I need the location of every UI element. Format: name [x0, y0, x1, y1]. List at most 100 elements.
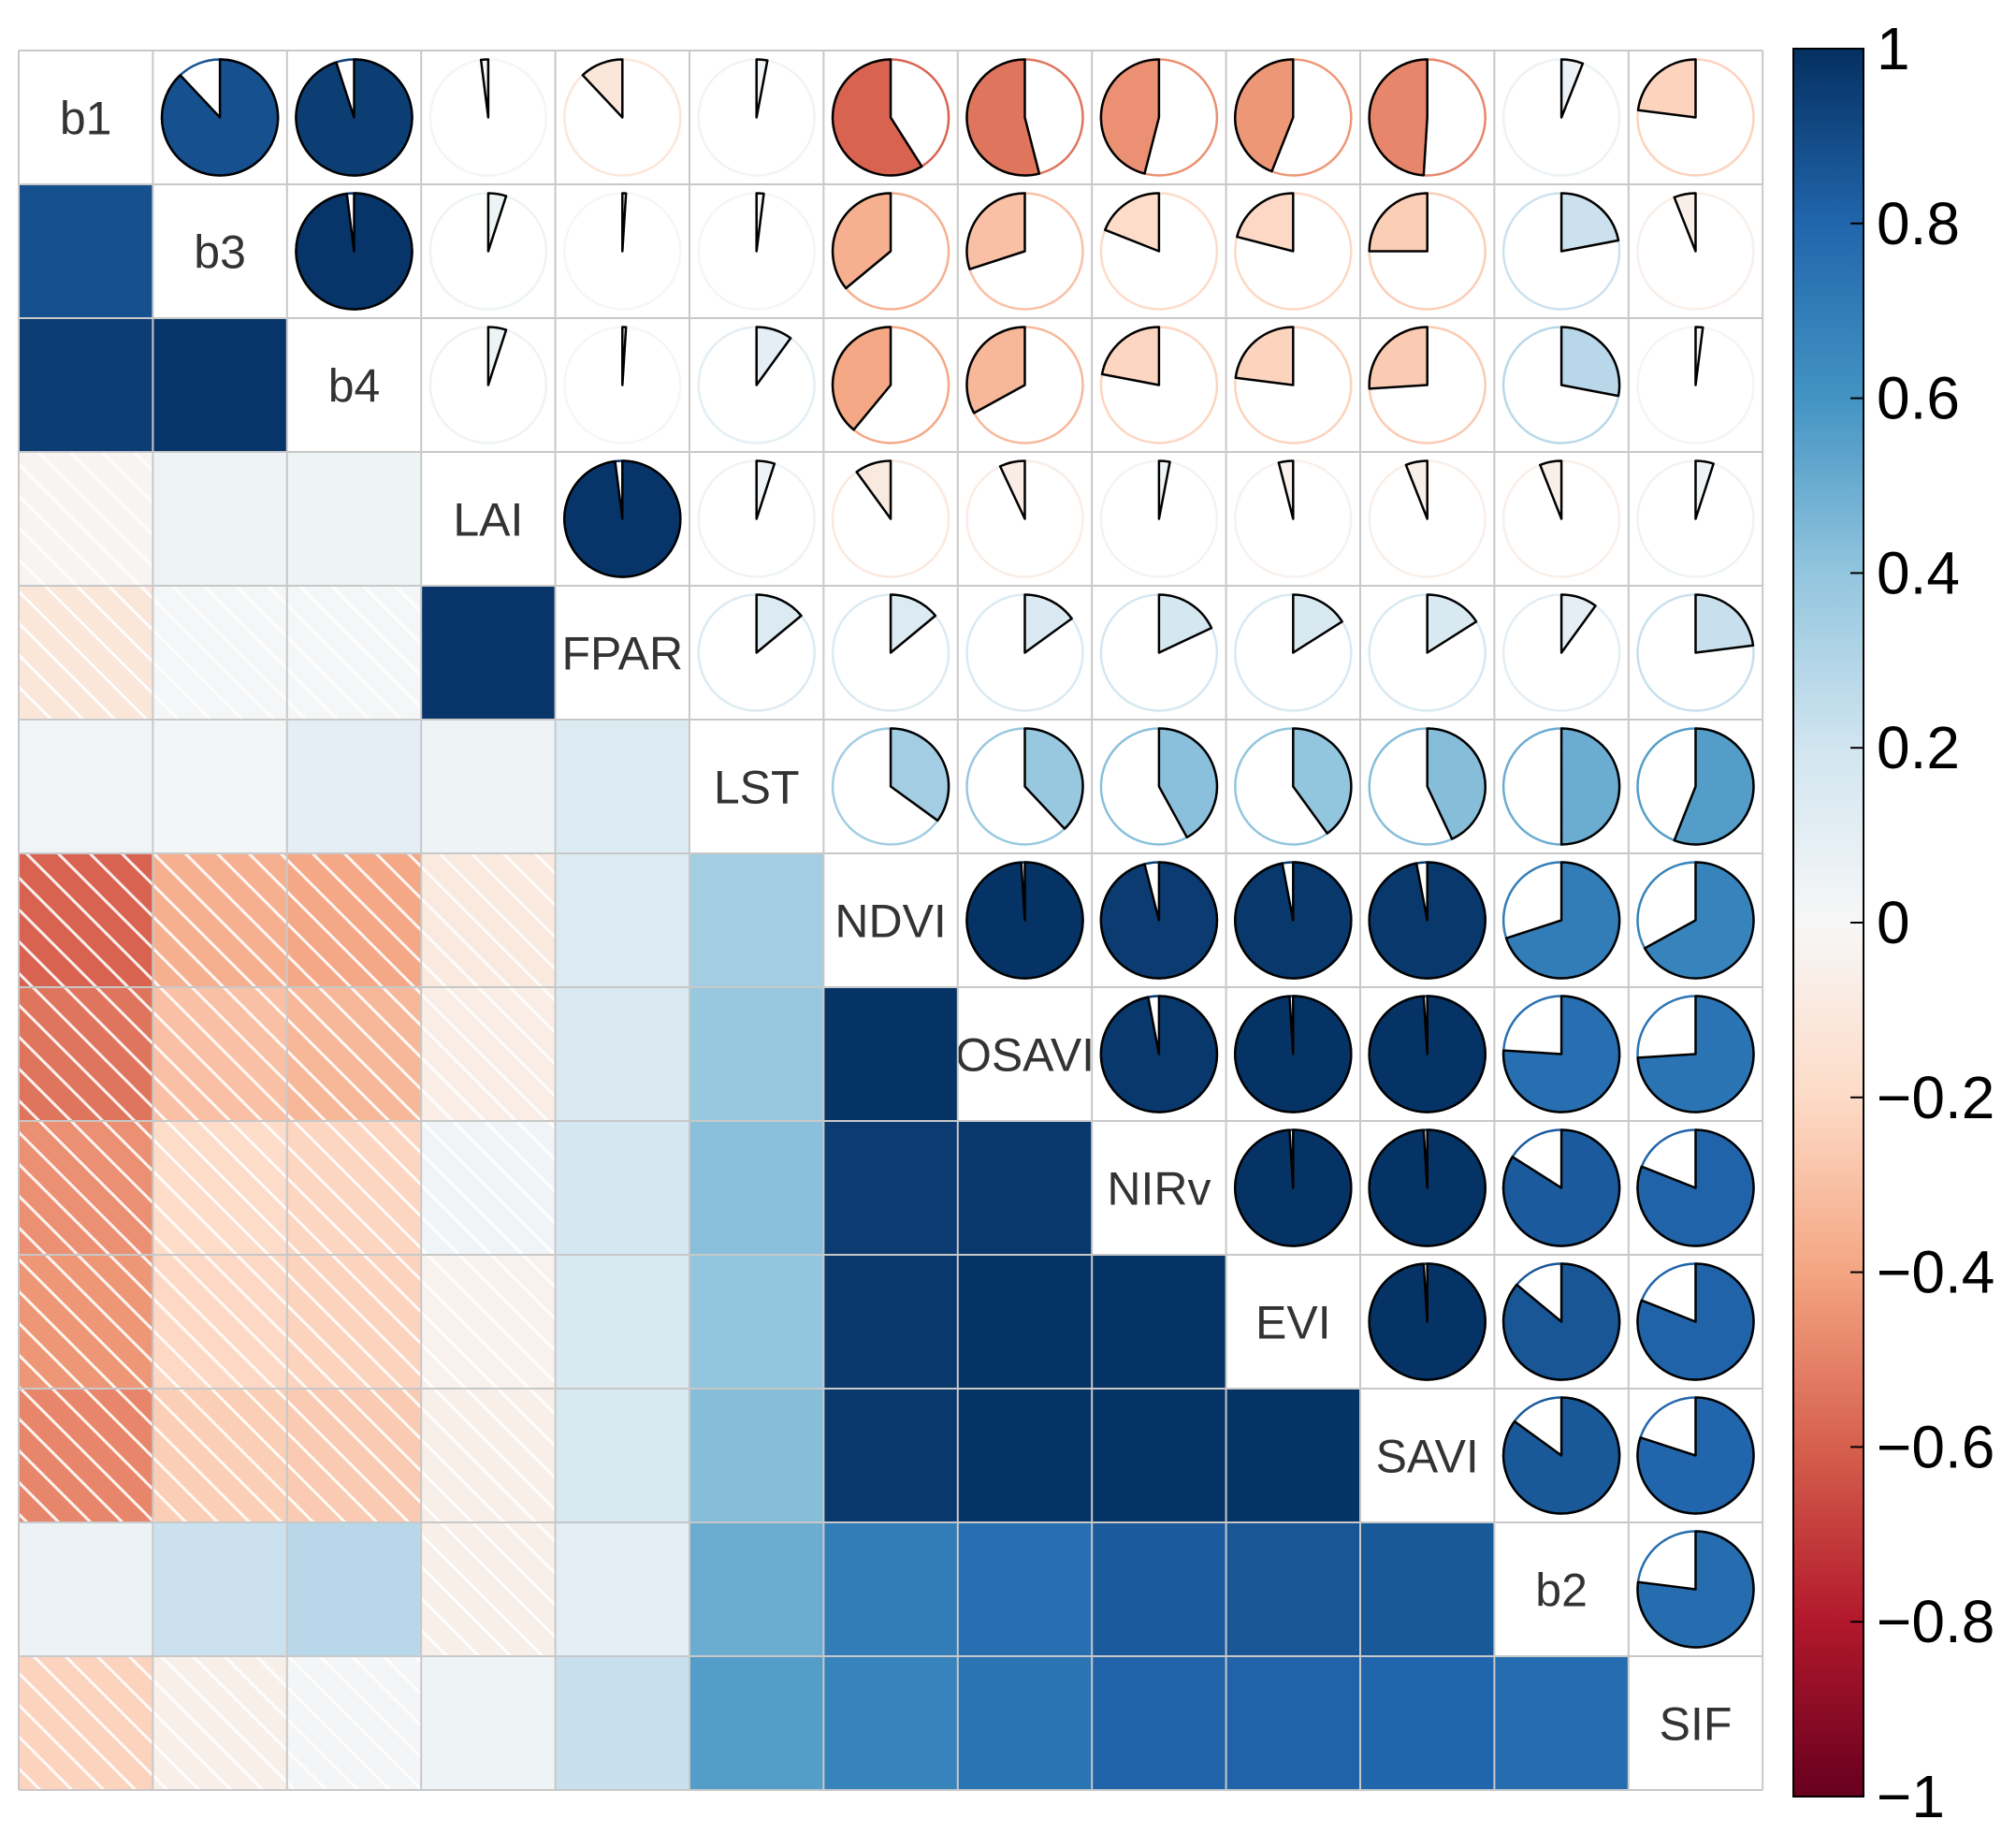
pie-b3-FPAR: [621, 192, 628, 253]
pie-b4-NIRv: [1100, 326, 1161, 386]
colorbar-tick-label: 0: [1877, 889, 1910, 956]
cell-b2-NDVI: [823, 1522, 959, 1657]
cell-SIF-LAI: [421, 1656, 557, 1791]
pie-b4-b2: [1559, 326, 1621, 398]
hatch-OSAVI-b4: [286, 987, 422, 1122]
cell-SIF-NDVI: [823, 1656, 959, 1791]
pie-b4-LAI: [486, 326, 508, 386]
cell-b2-NIRv: [1092, 1522, 1227, 1657]
pie-LAI-b2: [1539, 459, 1563, 520]
hatch-NIRv-b4: [286, 1121, 422, 1256]
pie-b1-EVI: [1234, 58, 1295, 173]
cell-b4-b1: [19, 318, 153, 453]
pie-EVI-b2: [1501, 1262, 1621, 1381]
pie-LST-SIF: [1673, 727, 1755, 846]
pie-FPAR-OSAVI: [1023, 593, 1073, 654]
pie-LAI-OSAVI: [998, 459, 1026, 520]
cell-OSAVI-FPAR: [555, 987, 690, 1122]
diag-label-FPAR: FPAR: [561, 628, 683, 680]
pie-b1-FPAR: [581, 58, 624, 119]
diag-cell-NIRv: [1092, 1121, 1226, 1255]
hatch-SAVI-b1: [19, 1389, 153, 1523]
pie-b1-b3: [160, 58, 280, 177]
cell-EVI-FPAR: [555, 1255, 690, 1390]
pie-b3-LAI: [486, 192, 508, 253]
pie-FPAR-NDVI: [889, 593, 937, 654]
diag-label-SAVI: SAVI: [1376, 1431, 1479, 1483]
colorbar-tick-label: −0.2: [1877, 1064, 1994, 1131]
hatch-NIRv-LAI: [421, 1121, 557, 1256]
pie-LST-NDVI: [889, 727, 950, 822]
cell-SIF-FPAR: [555, 1656, 690, 1791]
pie-NIRv-EVI: [1234, 1128, 1353, 1247]
cell-LST-b3: [152, 720, 288, 854]
pie-b3-SAVI: [1368, 192, 1429, 253]
colorbar-tick-label: 0.8: [1877, 190, 1960, 257]
pie-FPAR-SAVI: [1426, 593, 1478, 654]
pie-b3-LST: [755, 192, 765, 253]
diag-label-b3: b3: [194, 226, 246, 279]
diag-cell-SAVI: [1360, 1389, 1495, 1522]
pie-b1-b2: [1559, 58, 1585, 119]
diag-cell-LAI: [421, 452, 556, 586]
diag-label-b1: b1: [60, 93, 112, 145]
colorbar-tick-label: −1: [1877, 1763, 1945, 1830]
pie-b3-OSAVI: [965, 192, 1026, 270]
cell-SAVI-LST: [689, 1389, 824, 1523]
pie-LAI-FPAR: [563, 459, 682, 578]
pie-b3-EVI: [1236, 192, 1295, 253]
pie-NDVI-SAVI: [1368, 861, 1487, 980]
diag-label-b4: b4: [328, 360, 381, 413]
hatch-FPAR-b3: [152, 586, 288, 720]
cell-NIRv-OSAVI: [957, 1121, 1093, 1256]
cell-LST-LAI: [421, 720, 557, 854]
pie-FPAR-NIRv: [1157, 593, 1213, 654]
diag-cell-NDVI: [823, 853, 958, 987]
pie-SAVI-b2: [1501, 1396, 1621, 1515]
cell-EVI-LST: [689, 1255, 824, 1390]
pie-b4-SAVI: [1368, 326, 1429, 390]
cell-OSAVI-NDVI: [823, 987, 959, 1122]
pie-FPAR-EVI: [1292, 593, 1343, 654]
pie-LST-NIRv: [1157, 727, 1219, 839]
pie-OSAVI-SAVI: [1368, 995, 1487, 1114]
pie-NDVI-b2: [1504, 861, 1621, 980]
hatch-SAVI-b3: [152, 1389, 288, 1523]
cell-b2-EVI: [1226, 1522, 1361, 1657]
cell-SAVI-FPAR: [555, 1389, 690, 1523]
hatch-SAVI-b4: [286, 1389, 422, 1523]
colorbar-tick-label: −0.8: [1877, 1588, 1994, 1655]
diag-label-NDVI: NDVI: [834, 895, 946, 948]
pie-b1-NDVI: [831, 58, 923, 177]
pie-LAI-EVI: [1277, 459, 1295, 520]
cell-SAVI-NDVI: [823, 1389, 959, 1523]
pie-NIRv-SIF: [1636, 1128, 1755, 1247]
cell-b2-b4: [286, 1522, 422, 1657]
pie-b1-NIRv: [1099, 58, 1161, 175]
diag-label-b2: b2: [1535, 1565, 1588, 1617]
diag-cell-OSAVI: [957, 987, 1093, 1121]
correlation-matrix: b1 b3 b4 LAI FPAR LST NDVI OSAVI NIRv EVI SAVI b2 SI…: [18, 50, 1764, 1791]
diag-cell-EVI: [1226, 1255, 1360, 1389]
pie-NDVI-SIF: [1643, 861, 1755, 980]
hatch-NIRv-b1: [19, 1121, 153, 1256]
pie-LAI-NDVI: [855, 459, 892, 520]
pie-LST-OSAVI: [1023, 727, 1084, 830]
pie-LAI-SAVI: [1404, 459, 1429, 520]
pie-LST-SAVI: [1426, 727, 1487, 840]
diag-label-NIRv: NIRv: [1107, 1163, 1211, 1215]
cell-EVI-NIRv: [1092, 1255, 1227, 1390]
hatch-NDVI-b3: [152, 853, 288, 988]
pie-FPAR-SIF: [1694, 593, 1755, 654]
cell-b2-LST: [689, 1522, 824, 1657]
cell-b2-b3: [152, 1522, 288, 1657]
pie-LAI-LST: [755, 459, 776, 520]
pie-SAVI-SIF: [1636, 1396, 1755, 1515]
pie-b1-SIF: [1636, 58, 1697, 119]
pie-NDVI-EVI: [1234, 861, 1353, 980]
hatch-NDVI-b4: [286, 853, 422, 988]
diag-label-LAI: LAI: [453, 494, 523, 546]
pie-FPAR-LST: [755, 593, 803, 654]
cell-LST-b4: [286, 720, 422, 854]
pie-OSAVI-b2: [1501, 995, 1621, 1114]
